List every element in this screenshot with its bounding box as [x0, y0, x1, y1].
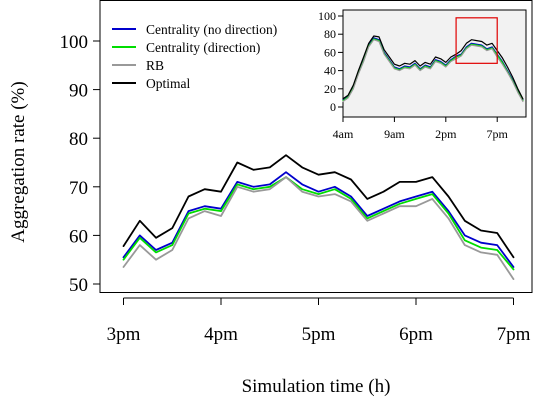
legend-label: Centrality (direction) — [146, 40, 260, 55]
inset-y-tick-label: 100 — [318, 9, 336, 23]
series-line-centrality-direction — [122, 176, 515, 271]
x-axis-label: Simulation time (h) — [242, 376, 391, 397]
x-tick-label: 6pm — [399, 324, 433, 345]
y-tick-label: 100 — [60, 32, 89, 53]
inset-y-axis: 0 20 40 60 80 100 — [318, 9, 343, 114]
series-group — [122, 154, 515, 281]
inset-y-tick-label: 20 — [324, 82, 336, 96]
legend: Centrality (no direction) Centrality (dir… — [112, 22, 277, 91]
x-axis: 3pm 4pm 5pm 6pm 7pm — [107, 297, 531, 345]
series-line-optimal — [122, 154, 515, 259]
inset-y-tick-label: 80 — [324, 27, 336, 41]
legend-label: RB — [146, 58, 164, 73]
inset-series-line — [342, 39, 524, 103]
y-axis-label: Aggregation rate (%) — [8, 81, 29, 242]
x-tick-label: 7pm — [497, 324, 531, 345]
x-tick-label: 3pm — [107, 324, 141, 345]
y-tick-label: 50 — [69, 275, 88, 296]
inset-series-group — [342, 17, 524, 103]
series-line-centrality-no-direction — [122, 171, 515, 268]
y-axis: 50 60 70 80 90 100 — [60, 32, 101, 296]
y-tick-label: 70 — [69, 178, 88, 199]
series-line-rb — [122, 176, 515, 281]
main-plot: 50 60 70 80 90 100 3pm 4pm 5pm 6pm 7pm Aggregatio… — [8, 0, 533, 397]
legend-label: Centrality (no direction) — [146, 22, 277, 37]
x-tick-label: 5pm — [302, 324, 336, 345]
inset-x-tick-label: 4am — [333, 127, 354, 141]
inset-x-tick-label: 9am — [384, 127, 405, 141]
x-tick-label: 4pm — [204, 324, 238, 345]
y-tick-label: 90 — [69, 81, 88, 102]
inset-y-tick-label: 0 — [330, 100, 336, 114]
y-tick-label: 80 — [69, 129, 88, 150]
inset-y-tick-label: 60 — [324, 45, 336, 59]
y-tick-label: 60 — [69, 226, 88, 247]
legend-label: Optimal — [146, 76, 190, 91]
inset-x-tick-label: 7pm — [487, 127, 509, 141]
zoom-highlight-box — [455, 17, 498, 64]
inset-y-tick-label: 40 — [324, 64, 336, 78]
inset-x-axis: 4am 9am 2pm 7pm — [333, 117, 509, 141]
inset-x-tick-label: 2pm — [435, 127, 457, 141]
inset-chart: 0 20 40 60 80 100 4am 9am 2pm 7pm — [318, 9, 527, 141]
inset-series-line — [342, 35, 524, 100]
